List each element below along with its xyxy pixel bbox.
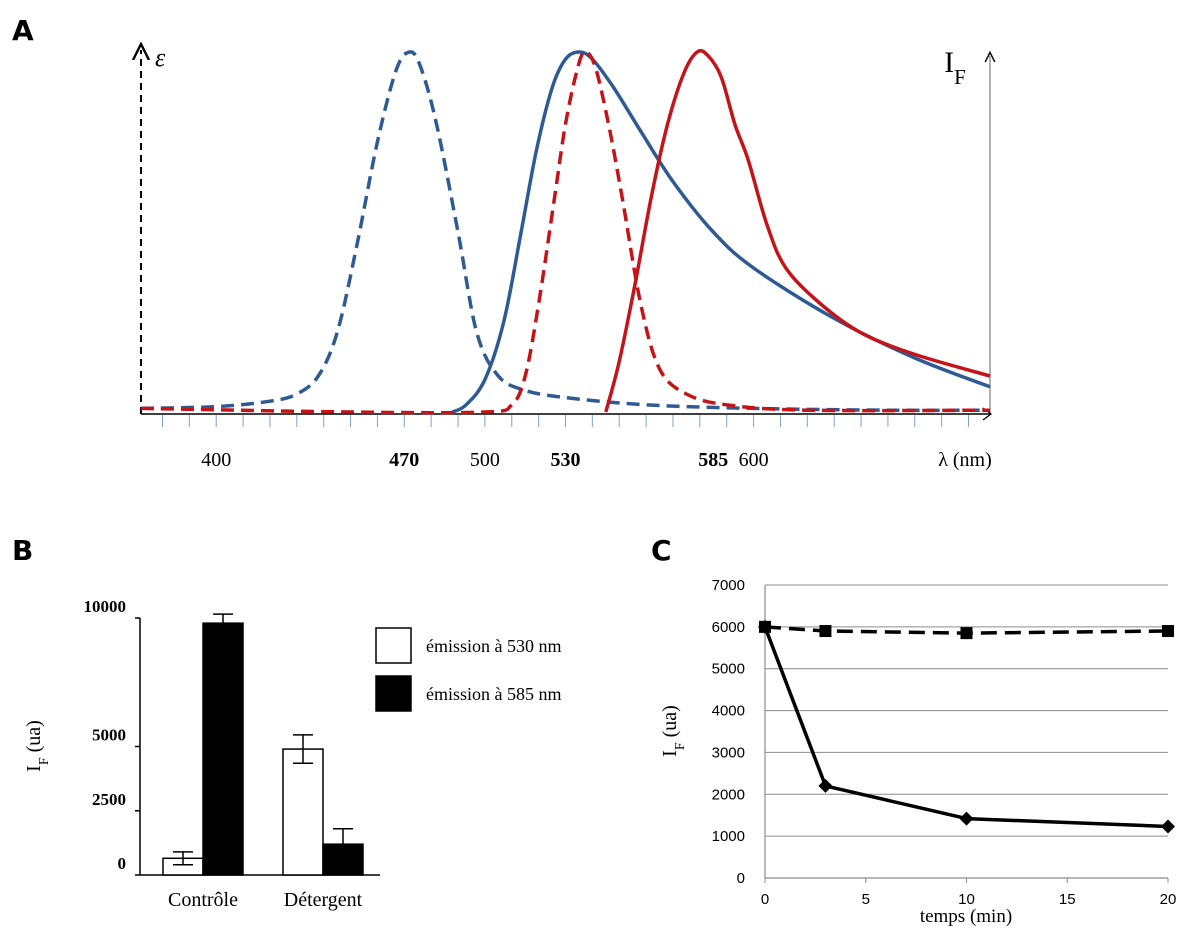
y-tick-label: 2000 — [712, 786, 745, 803]
x-tick-label-bold: 530 — [551, 449, 581, 471]
square-series-line — [764, 625, 1169, 635]
panel-letter-c: C — [651, 534, 672, 567]
x-category-label: Contrôle — [168, 889, 238, 911]
y-tick-label: 7000 — [712, 577, 745, 594]
x-tick-label: 400 — [201, 449, 231, 471]
legend-swatch — [375, 627, 412, 664]
x-tick-label: 20 — [1160, 891, 1177, 908]
x-tick-label-bold: 585 — [698, 449, 728, 471]
bar-chart: 0 2500 5000 10000 IF (ua) Contrôle Détergent ém… — [23, 597, 562, 911]
time-course-chart: 0 1000 2000 3000 4000 5000 6000 7000 0 5 10 15 20 tem… — [659, 577, 1176, 927]
x-axis-label: λ (nm) — [938, 449, 992, 471]
y-tick-label: 4000 — [712, 703, 745, 720]
red-solid-curve — [604, 48, 991, 413]
legend-swatch — [375, 675, 412, 712]
x-category-label: Détergent — [284, 889, 363, 911]
square-marker — [819, 625, 832, 638]
y-left-label: ε — [155, 43, 166, 72]
x-tick-label: 500 — [470, 449, 500, 471]
x-tick-label: 0 — [761, 891, 769, 908]
spectra-chart: ε IF λ (nm) 400 500 600 470 530 585 — [141, 43, 992, 471]
y-tick-label: 5000 — [92, 726, 126, 745]
legend-label: émission à 530 nm — [426, 636, 562, 656]
diamond-marker — [959, 811, 974, 826]
y-tick-label: 3000 — [712, 744, 745, 761]
y-tick-label: 10000 — [84, 597, 127, 616]
diamond-marker — [1161, 819, 1175, 834]
bar — [202, 622, 244, 876]
y-axis-label: IF (ua) — [659, 705, 688, 757]
y-axis-label: IF (ua) — [23, 720, 52, 772]
y-tick-label: 6000 — [712, 619, 745, 636]
x-tick-label: 600 — [739, 449, 769, 471]
x-tick-label: 10 — [958, 891, 975, 908]
diamond-marker — [818, 778, 833, 793]
legend-label: émission à 585 nm — [426, 684, 562, 704]
x-axis-label: temps (min) — [920, 906, 1012, 927]
bar — [282, 748, 324, 876]
y-tick-label: 2500 — [92, 790, 126, 809]
y-tick-label: 1000 — [712, 828, 745, 845]
square-marker — [960, 627, 973, 640]
blue-dashed-curve — [140, 50, 991, 413]
panel-letter-b: B — [12, 534, 33, 567]
x-tick-label-bold: 470 — [389, 449, 419, 471]
red-dashed-curve — [140, 50, 991, 415]
blue-solid-curve — [451, 50, 991, 414]
y-right-label: IF — [944, 46, 966, 89]
square-marker — [1162, 625, 1174, 638]
y-tick-label: 0 — [118, 854, 127, 873]
y-tick-label: 0 — [737, 870, 745, 887]
diamond-series-line — [763, 626, 1169, 829]
x-tick-label: 15 — [1059, 891, 1076, 908]
x-tick-label: 5 — [862, 891, 870, 908]
diamond-marker — [758, 619, 772, 634]
panel-letter-a: A — [12, 14, 34, 47]
y-tick-label: 5000 — [712, 661, 745, 678]
